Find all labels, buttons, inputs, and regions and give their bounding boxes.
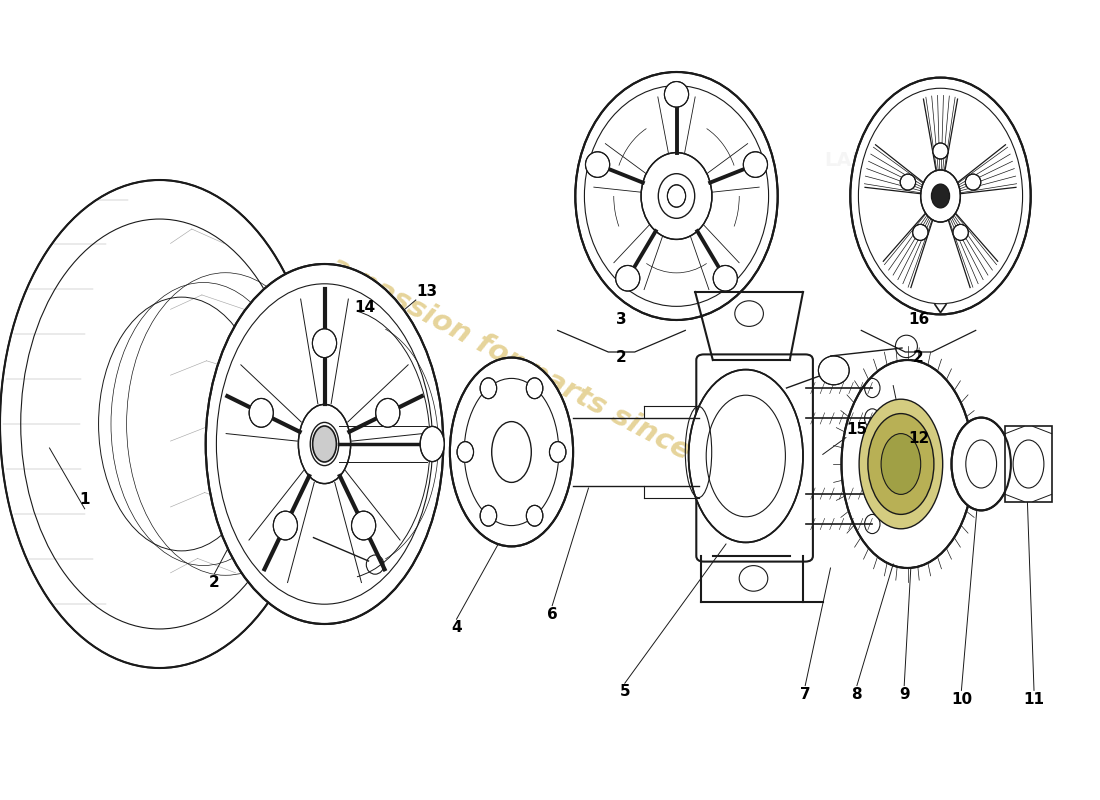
Ellipse shape [420,426,444,462]
Ellipse shape [641,153,712,239]
Ellipse shape [859,399,943,529]
Text: 12: 12 [908,431,930,446]
Text: 9: 9 [899,687,910,702]
Ellipse shape [850,78,1031,314]
Ellipse shape [881,434,921,494]
Text: 1: 1 [79,493,90,507]
Ellipse shape [312,329,337,358]
Text: 13: 13 [416,285,438,299]
Ellipse shape [0,180,319,668]
Ellipse shape [298,404,351,483]
Bar [1005,426,1052,502]
Text: 7: 7 [800,687,811,702]
Ellipse shape [921,170,960,222]
Ellipse shape [206,264,443,624]
Ellipse shape [575,72,778,320]
Ellipse shape [818,356,849,385]
Text: 11: 11 [1023,692,1045,706]
Ellipse shape [842,360,974,568]
Ellipse shape [481,506,497,526]
Text: 2: 2 [913,350,924,365]
Ellipse shape [744,152,768,178]
Text: 2: 2 [616,350,627,365]
Text: LAMBORGHINI: LAMBORGHINI [824,150,980,170]
Ellipse shape [668,185,685,207]
Text: 14: 14 [354,301,376,315]
Text: 4: 4 [451,621,462,635]
Ellipse shape [953,224,968,240]
Ellipse shape [689,370,803,542]
FancyBboxPatch shape [696,354,813,562]
Ellipse shape [664,82,689,107]
Text: 10: 10 [950,692,972,706]
Ellipse shape [458,442,474,462]
Ellipse shape [966,174,981,190]
Ellipse shape [481,378,497,398]
Ellipse shape [900,174,915,190]
Text: 3: 3 [616,313,627,327]
Ellipse shape [868,414,934,514]
Ellipse shape [450,358,573,546]
Text: a passion for parts since 1994: a passion for parts since 1994 [324,251,776,509]
Ellipse shape [550,442,566,462]
Ellipse shape [527,506,543,526]
Ellipse shape [952,418,1011,510]
Text: 2: 2 [209,575,220,590]
Ellipse shape [527,378,543,398]
Text: 6: 6 [547,607,558,622]
Ellipse shape [933,143,948,159]
Ellipse shape [273,511,297,540]
Ellipse shape [352,511,376,540]
Text: 5: 5 [619,685,630,699]
Text: 15: 15 [846,422,868,437]
Ellipse shape [585,152,609,178]
Ellipse shape [249,398,273,427]
Ellipse shape [913,224,928,240]
Ellipse shape [932,184,949,208]
Ellipse shape [713,266,737,291]
Text: 16: 16 [908,313,930,327]
Ellipse shape [312,426,337,462]
Text: 8: 8 [851,687,862,702]
Ellipse shape [376,398,400,427]
Ellipse shape [616,266,640,291]
